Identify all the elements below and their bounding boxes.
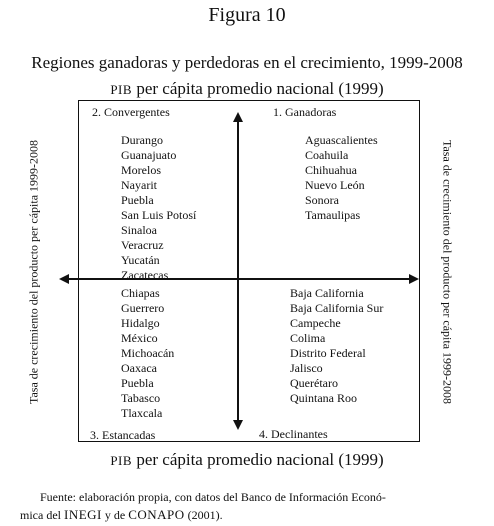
list-item: Puebla [121,193,154,207]
list-item: México [121,331,158,345]
list-item: Guerrero [121,301,165,315]
list-item: Durango [121,133,163,147]
source-line-2-post: (2001). [187,508,223,522]
list-item: Oaxaca [121,361,157,375]
list-item: Coahuila [305,148,349,162]
list-item: Campeche [290,316,341,330]
list-item: Puebla [121,376,154,390]
figure-label: Figura 10 [208,4,286,26]
list-item: Veracruz [121,238,164,252]
source-line-1: Fuente: elaboración propia, con datos de… [40,490,386,504]
quadrant-ganadoras-label: 1. Ganadoras [273,105,337,119]
top-axis-prefix: PIB [110,82,133,97]
quadrant-ganadoras-list: Aguascalientes Coahuila Chihuahua Nuevo Leó… [305,133,378,223]
list-item: Tabasco [121,391,161,405]
quadrant-declinantes-list: Baja California Baja California Sur Campec… [290,286,383,406]
quadrant-estancadas-list: Chiapas Guerrero Hidalgo México Michoacán Oax… [121,286,174,421]
list-item: Aguascalientes [305,133,378,147]
list-item: Sinaloa [121,223,157,237]
list-item: Baja California [290,286,364,300]
list-item: Colima [290,331,326,345]
source-note: Fuente: elaboración propia, con datos de… [20,488,480,524]
list-item: San Luis Potosí [121,208,197,222]
quadrant-convergentes-list: Durango Guanajuato Morelos Nayarit Puebla San… [121,133,196,283]
top-axis-text: per cápita promedio nacional (1999) [136,79,384,98]
list-item: Michoacán [121,346,175,360]
bottom-axis-prefix: PIB [110,453,133,468]
top-axis-label: PIB per cápita promedio nacional (1999) [0,79,494,99]
list-item: Nuevo León [305,178,365,192]
list-item: Sonora [305,193,339,207]
bottom-axis-text: per cápita promedio nacional (1999) [136,450,384,469]
figure-title: Regiones ganadoras y perdedoras en el cr… [31,53,463,72]
bottom-axis-label: PIB per cápita promedio nacional (1999) [0,450,494,470]
source-line-2-pre: mica del [20,508,61,522]
source-line-2-mid: y de [104,508,126,522]
list-item: Chihuahua [305,163,357,177]
right-axis-label: Tasa de crecimiento del producto per cáp… [440,139,455,405]
list-item: Yucatán [121,253,160,267]
left-axis-label: Tasa de crecimiento del producto per cáp… [26,139,41,405]
source-inegi: INEGI [63,507,102,522]
quadrant-estancadas-label: 3. Estancadas [90,428,156,442]
source-line-2: mica del INEGI y de CONAPO (2001). [20,506,480,524]
list-item: Guanajuato [121,148,177,162]
list-item: Tamaulipas [305,208,361,222]
list-item: Zacatecas [121,268,169,282]
quadrant-declinantes-label: 4. Declinantes [259,427,328,441]
quadrant-frame [78,100,420,442]
list-item: Querétaro [290,376,338,390]
list-item: Distrito Federal [290,346,366,360]
source-conapo: CONAPO [128,507,185,522]
list-item: Morelos [121,163,161,177]
list-item: Chiapas [121,286,160,300]
list-item: Nayarit [121,178,157,192]
list-item: Baja California Sur [290,301,384,315]
list-item: Hidalgo [121,316,160,330]
quadrant-convergentes-label: 2. Convergentes [92,105,170,119]
list-item: Tlaxcala [121,406,163,420]
list-item: Quintana Roo [290,391,357,405]
list-item: Jalisco [290,361,323,375]
